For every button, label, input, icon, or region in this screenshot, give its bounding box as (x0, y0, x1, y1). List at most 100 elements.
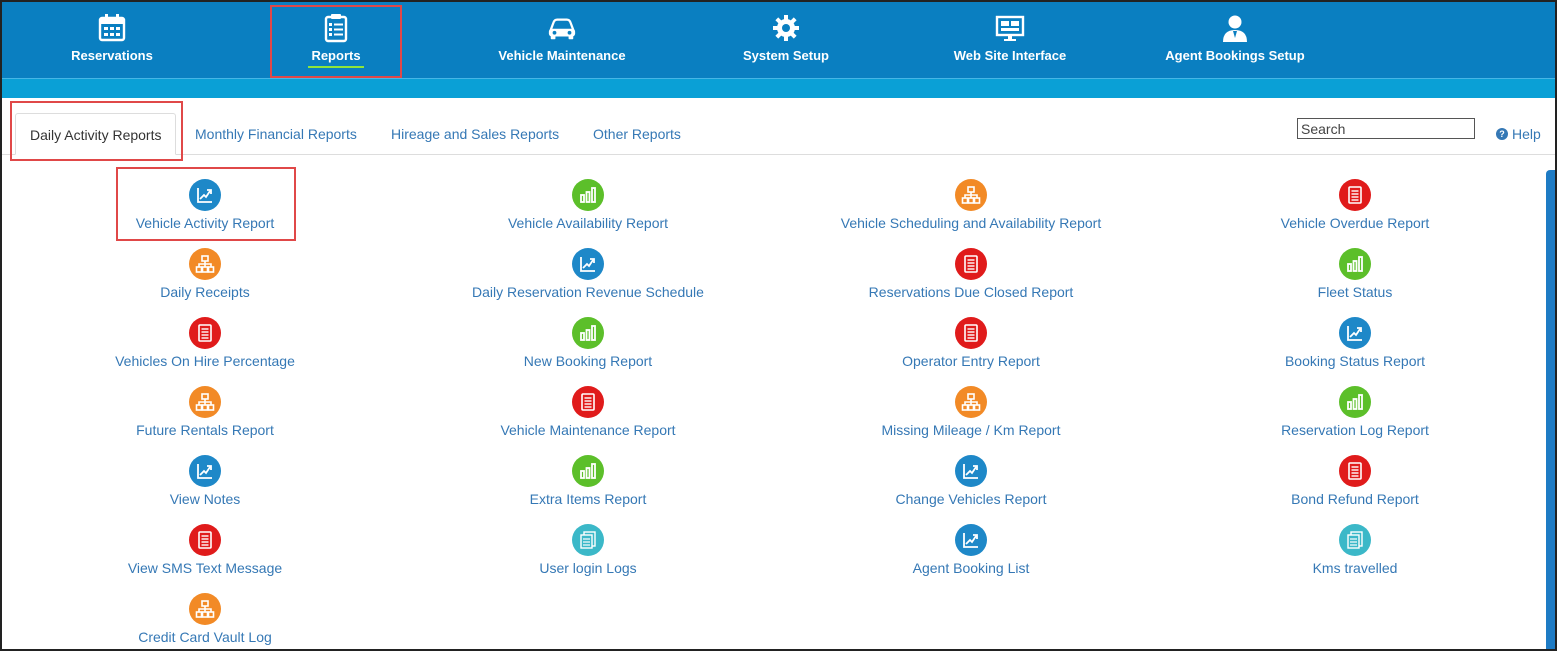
report-link[interactable]: Extra Items Report (408, 455, 768, 507)
report-label: Agent Booking List (912, 560, 1030, 576)
report-link[interactable]: Credit Card Vault Log (25, 593, 385, 645)
scrollbar[interactable] (1546, 170, 1555, 649)
document-icon (1339, 179, 1371, 211)
report-label: Vehicle Overdue Report (1280, 215, 1430, 231)
report-label: View SMS Text Message (127, 560, 283, 576)
nav-label: Reports (311, 48, 361, 63)
agent-icon (1220, 13, 1250, 43)
calendar-icon (97, 13, 127, 43)
search-input[interactable] (1297, 118, 1475, 139)
report-link[interactable]: Change Vehicles Report (791, 455, 1151, 507)
bar-chart-icon (572, 317, 604, 349)
sub-navigation-bar (2, 78, 1555, 98)
report-label: Vehicles On Hire Percentage (115, 353, 295, 369)
report-label: Future Rentals Report (136, 422, 274, 438)
report-label: Reservations Due Closed Report (868, 284, 1074, 300)
trend-chart-icon (572, 248, 604, 280)
document-icon (189, 317, 221, 349)
highlight-vehicle-activity-report (116, 167, 296, 241)
report-label: Extra Items Report (529, 491, 647, 507)
report-label: User login Logs (539, 560, 637, 576)
clipboard-list-icon (321, 13, 351, 43)
report-link[interactable]: Reservations Due Closed Report (791, 248, 1151, 300)
report-link[interactable]: Vehicle Availability Report (408, 179, 768, 231)
nav-reservations[interactable]: Reservations (57, 2, 167, 78)
nav-label: Web Site Interface (953, 48, 1067, 63)
car-icon (547, 13, 577, 43)
trend-chart-icon (1339, 317, 1371, 349)
nav-vehicle-maintenance[interactable]: Vehicle Maintenance (487, 2, 637, 78)
report-link[interactable]: View Notes (25, 455, 385, 507)
report-link[interactable]: Daily Reservation Revenue Schedule (408, 248, 768, 300)
report-label: Booking Status Report (1284, 353, 1426, 369)
document-icon (1339, 455, 1371, 487)
bar-chart-icon (1339, 248, 1371, 280)
trend-chart-icon (955, 524, 987, 556)
tab-monthly-financial-reports[interactable]: Monthly Financial Reports (195, 126, 357, 142)
report-label: Vehicle Maintenance Report (500, 422, 676, 438)
nav-reports[interactable]: Reports (281, 2, 391, 78)
report-link[interactable]: Bond Refund Report (1175, 455, 1535, 507)
top-navigation: Reservations Reports Vehicle Maintenance… (2, 2, 1555, 78)
network-boxes-icon (955, 386, 987, 418)
document-icon (955, 317, 987, 349)
active-underline (308, 66, 364, 68)
nav-system-setup[interactable]: System Setup (721, 2, 851, 78)
nav-web-site-interface[interactable]: Web Site Interface (935, 2, 1085, 78)
nav-label: Reservations (71, 48, 153, 63)
gear-icon (771, 13, 801, 43)
tab-daily-activity-reports[interactable]: Daily Activity Reports (15, 113, 177, 155)
tab-hireage-and-sales-reports[interactable]: Hireage and Sales Reports (391, 126, 560, 142)
report-label: Vehicle Activity Report (135, 215, 275, 231)
question-circle-icon: ? (1496, 128, 1508, 140)
report-label: Bond Refund Report (1291, 491, 1419, 507)
report-link[interactable]: Future Rentals Report (25, 386, 385, 438)
report-label: Operator Entry Report (902, 353, 1040, 369)
report-link[interactable]: Daily Receipts (25, 248, 385, 300)
report-label: Daily Receipts (160, 284, 250, 300)
report-link[interactable]: Booking Status Report (1175, 317, 1535, 369)
nav-label: Vehicle Maintenance (498, 48, 626, 63)
trend-chart-icon (955, 455, 987, 487)
highlight-reports-nav (270, 5, 402, 78)
report-link[interactable]: Kms travelled (1175, 524, 1535, 576)
trend-chart-icon (189, 179, 221, 211)
monitor-icon (995, 13, 1025, 43)
report-link[interactable]: View SMS Text Message (25, 524, 385, 576)
document-icon (189, 524, 221, 556)
log-pages-icon (572, 524, 604, 556)
report-label: Missing Mileage / Km Report (881, 422, 1061, 438)
network-boxes-icon (189, 386, 221, 418)
report-tabs: Daily Activity Reports Monthly Financial… (2, 113, 1555, 155)
tab-other-reports[interactable]: Other Reports (593, 126, 681, 142)
help-link[interactable]: ? Help (1496, 126, 1541, 142)
document-icon (572, 386, 604, 418)
report-link[interactable]: User login Logs (408, 524, 768, 576)
report-link[interactable]: Vehicle Scheduling and Availability Repo… (791, 179, 1151, 231)
nav-label: Agent Bookings Setup (1165, 48, 1305, 63)
report-link[interactable]: Vehicles On Hire Percentage (25, 317, 385, 369)
nav-agent-bookings-setup[interactable]: Agent Bookings Setup (1155, 2, 1315, 78)
report-label: Fleet Status (1317, 284, 1393, 300)
report-link[interactable]: New Booking Report (408, 317, 768, 369)
report-link[interactable]: Missing Mileage / Km Report (791, 386, 1151, 438)
network-boxes-icon (189, 593, 221, 625)
report-label: Kms travelled (1312, 560, 1398, 576)
report-link[interactable]: Vehicle Overdue Report (1175, 179, 1535, 231)
network-boxes-icon (189, 248, 221, 280)
report-label: Credit Card Vault Log (138, 629, 272, 645)
report-link[interactable]: Vehicle Maintenance Report (408, 386, 768, 438)
report-link[interactable]: Agent Booking List (791, 524, 1151, 576)
report-link[interactable]: Operator Entry Report (791, 317, 1151, 369)
help-label: Help (1512, 126, 1541, 142)
bar-chart-icon (572, 455, 604, 487)
highlight-daily-activity-tab (10, 101, 183, 161)
document-icon (955, 248, 987, 280)
report-link[interactable]: Vehicle Activity Report (25, 179, 385, 231)
log-pages-icon (1339, 524, 1371, 556)
report-label: Daily Reservation Revenue Schedule (472, 284, 704, 300)
report-label: View Notes (169, 491, 241, 507)
report-link[interactable]: Fleet Status (1175, 248, 1535, 300)
report-link[interactable]: Reservation Log Report (1175, 386, 1535, 438)
